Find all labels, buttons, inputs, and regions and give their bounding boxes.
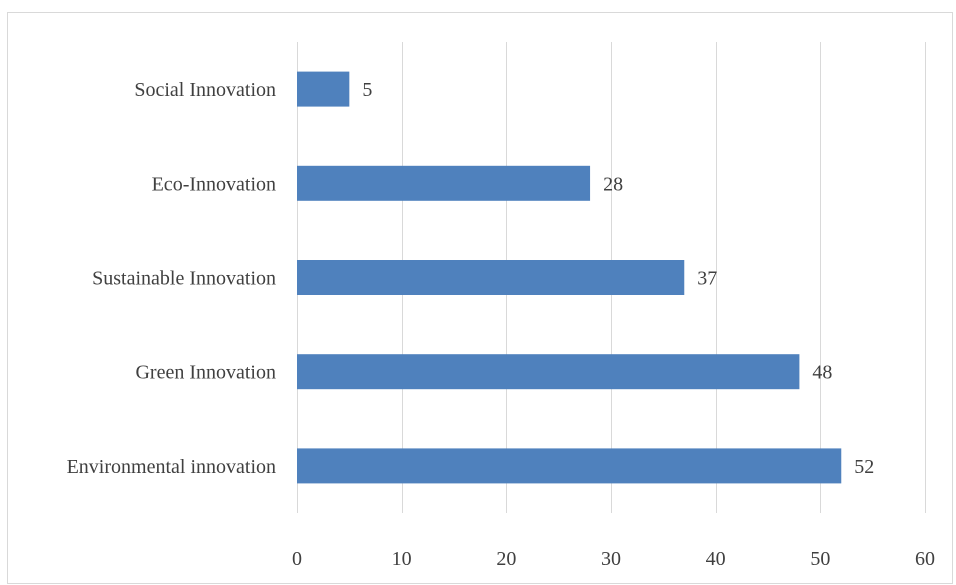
- x-tick-label: 0: [292, 548, 302, 570]
- x-tick-label: 30: [601, 548, 621, 570]
- data-label: 5: [362, 79, 372, 101]
- category-label: Social Innovation: [134, 79, 276, 101]
- category-label: Environmental innovation: [67, 456, 276, 478]
- x-tick-label: 60: [915, 548, 935, 570]
- bar: [297, 260, 685, 295]
- x-tick-label: 10: [392, 548, 412, 570]
- chart-frame: [7, 12, 953, 584]
- x-tick-label: 50: [810, 548, 830, 570]
- bar: [297, 354, 800, 390]
- category-label: Eco-Innovation: [152, 173, 276, 195]
- data-label: 48: [812, 362, 832, 384]
- gridlines: [297, 42, 926, 513]
- data-label: 28: [603, 173, 623, 195]
- x-tick-label: 40: [706, 548, 726, 570]
- bar: [297, 448, 842, 484]
- bars: [297, 71, 842, 484]
- x-tick-label: 20: [496, 548, 516, 570]
- category-label: Green Innovation: [135, 362, 276, 384]
- data-label: 37: [697, 268, 717, 290]
- data-label: 52: [854, 456, 874, 478]
- category-label: Sustainable Innovation: [92, 268, 276, 290]
- bar: [297, 71, 350, 107]
- labels: 0 10 20 30 40 50 60 Social Innovation 5 Eco-Innov…: [67, 79, 935, 570]
- bar: [297, 165, 591, 201]
